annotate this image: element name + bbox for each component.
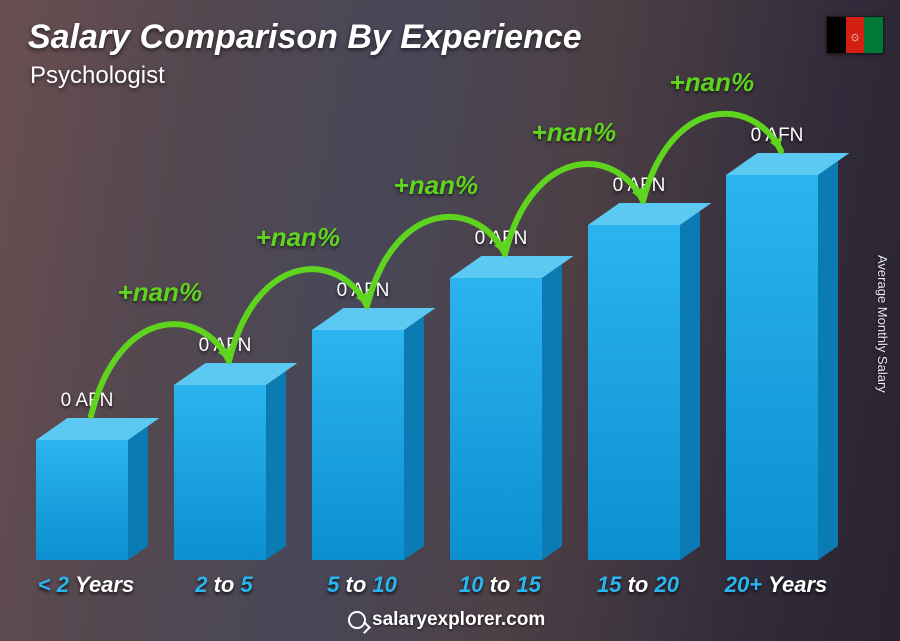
- bar-category-label: 5 to 10: [294, 572, 430, 598]
- bar-value-label: 0 AFN: [164, 335, 286, 357]
- flag-emblem-icon: ۞: [851, 28, 859, 42]
- bar-chart: 0 AFN< 2 Years0 AFN2 to 50 AFN5 to 100 A…: [30, 100, 860, 560]
- footer-attribution: salaryexplorer.com: [348, 609, 545, 631]
- bar-side-face: [680, 211, 700, 560]
- bar-category-label: 2 to 5: [156, 572, 292, 598]
- bar: [726, 175, 818, 560]
- delta-label: +nan%: [381, 170, 491, 201]
- bar-front-face: [36, 440, 128, 560]
- delta-label: +nan%: [519, 117, 629, 148]
- bar: [588, 225, 680, 560]
- chart-stage: Salary Comparison By Experience Psycholo…: [0, 0, 900, 641]
- bar-side-face: [266, 371, 286, 560]
- bar-category-label: 10 to 15: [432, 572, 568, 598]
- bar: [450, 278, 542, 560]
- magnifier-icon: [348, 611, 366, 629]
- bar-side-face: [818, 161, 838, 560]
- bar-side-face: [542, 264, 562, 560]
- flag-stripe-black: [827, 17, 846, 53]
- bar-value-label: 0 AFN: [578, 175, 700, 197]
- bar-value-label: 0 AFN: [716, 125, 838, 147]
- bar-front-face: [450, 278, 542, 560]
- bar-value-label: 0 AFN: [440, 228, 562, 250]
- y-axis-label: Average Monthly Salary: [875, 255, 890, 393]
- bar: [36, 440, 128, 560]
- bar-front-face: [174, 385, 266, 560]
- bar-front-face: [588, 225, 680, 560]
- bar-category-label: 15 to 20: [570, 572, 706, 598]
- bar-side-face: [404, 316, 424, 560]
- bar-front-face: [726, 175, 818, 560]
- footer-text: salaryexplorer.com: [372, 609, 545, 631]
- bar: [174, 385, 266, 560]
- bar-category-label: 20+ Years: [708, 572, 844, 598]
- chart-subtitle: Psychologist: [30, 62, 165, 90]
- bar-side-face: [128, 426, 148, 560]
- flag-stripe-green: [864, 17, 883, 53]
- bar: [312, 330, 404, 560]
- country-flag-afghanistan: ۞: [826, 16, 884, 54]
- delta-label: +nan%: [657, 67, 767, 98]
- delta-label: +nan%: [243, 222, 353, 253]
- bar-value-label: 0 AFN: [26, 390, 148, 412]
- delta-label: +nan%: [105, 277, 215, 308]
- bar-front-face: [312, 330, 404, 560]
- bar-value-label: 0 AFN: [302, 280, 424, 302]
- chart-title: Salary Comparison By Experience: [28, 18, 582, 57]
- bar-category-label: < 2 Years: [18, 572, 154, 598]
